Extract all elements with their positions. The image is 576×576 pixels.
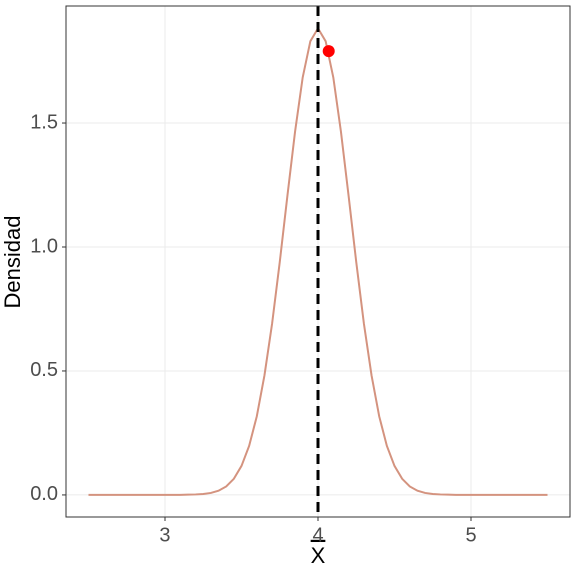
x-axis-title: X [311,543,326,568]
y-tick-label: 0.5 [30,359,58,381]
y-tick-label: 1.0 [30,235,58,257]
point [322,45,335,58]
y-axis-title: Densidad [0,216,25,309]
x-tick-label: 4 [312,524,323,546]
x-tick-label: 5 [465,524,476,546]
y-tick-label: 1.5 [30,111,58,133]
x-tick-label: 3 [159,524,170,546]
y-tick-label: 0.0 [30,483,58,505]
panel-border [65,5,571,518]
